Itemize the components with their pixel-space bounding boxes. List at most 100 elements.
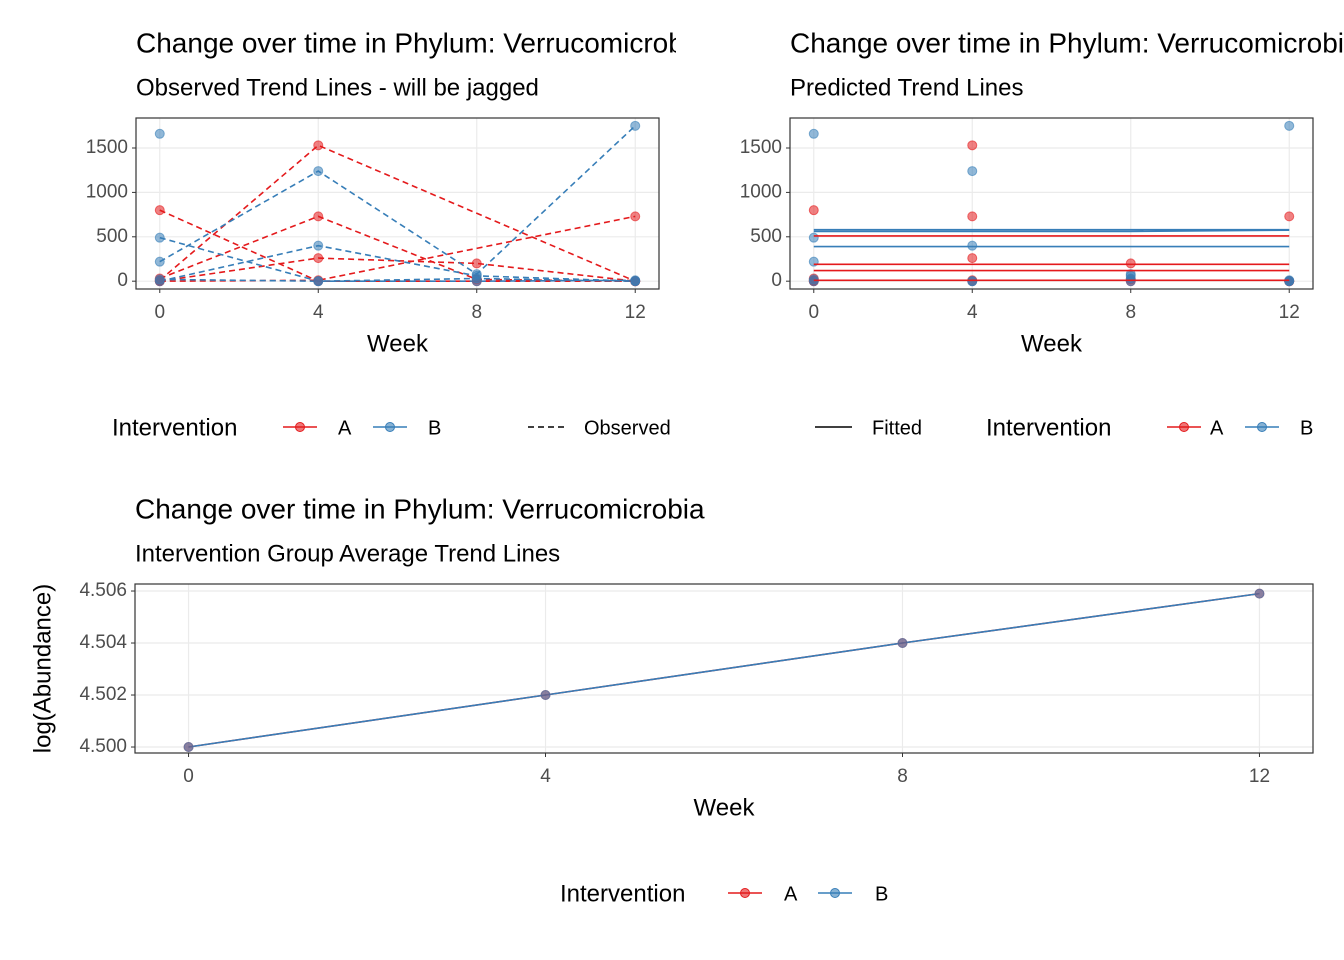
x-tick-label: 4 — [967, 302, 978, 323]
legend-swatch — [830, 888, 840, 898]
point — [967, 166, 978, 177]
legend-swatch — [1257, 422, 1267, 432]
point — [1284, 211, 1295, 222]
plot-background — [790, 118, 1313, 289]
trend-line — [188, 592, 1260, 748]
y-tick-label: 0 — [771, 270, 782, 291]
x-axis-title: Week — [1021, 330, 1083, 357]
point — [183, 742, 194, 753]
point — [630, 211, 641, 222]
y-tick-label: 4.500 — [79, 736, 127, 757]
point — [808, 128, 819, 139]
x-tick-label: 12 — [1249, 766, 1270, 787]
chart-title: Change over time in Phylum: Verrucomicro… — [135, 493, 705, 524]
legend-swatch — [1179, 422, 1189, 432]
chart-subtitle: Intervention Group Average Trend Lines — [135, 540, 560, 567]
x-tick-label: 8 — [1125, 302, 1136, 323]
x-tick-label: 8 — [897, 766, 908, 787]
legend-label: Fitted — [872, 417, 922, 439]
point — [897, 638, 908, 649]
point — [313, 166, 324, 177]
point — [967, 240, 978, 251]
point — [1284, 120, 1295, 131]
y-tick-label: 0 — [117, 270, 128, 291]
chart-panel: 4.500 4.502 4.504 4.506 0 4 8 12 Change over tim… — [29, 493, 1314, 907]
legend-label: Observed — [584, 417, 671, 439]
point — [154, 256, 165, 267]
legend-swatch — [295, 422, 305, 432]
legend-title: Intervention — [560, 880, 685, 907]
legend-label: B — [875, 883, 888, 905]
y-tick-label: 4.506 — [79, 580, 127, 601]
trend-line — [159, 125, 636, 276]
legend-label: A — [784, 883, 798, 905]
point — [471, 258, 482, 269]
point — [313, 253, 324, 264]
x-tick-label: 12 — [625, 302, 646, 323]
legend-swatch — [740, 888, 750, 898]
y-tick-label: 4.502 — [79, 684, 127, 705]
chart-title: Change over time in Phylum: Verrucomicro… — [790, 27, 1344, 58]
point — [154, 274, 165, 285]
y-tick-label: 1500 — [740, 137, 782, 158]
y-tick-label: 4.504 — [79, 632, 127, 653]
point — [313, 140, 324, 151]
legend-swatch — [385, 422, 395, 432]
point — [967, 211, 978, 222]
point — [313, 240, 324, 251]
point — [630, 120, 641, 131]
point — [154, 205, 165, 216]
legend-label: B — [428, 417, 441, 439]
chart-subtitle: Observed Trend Lines - will be jagged — [136, 74, 539, 101]
trend-line — [159, 215, 636, 282]
point — [630, 275, 641, 286]
legend-label: A — [338, 417, 352, 439]
point — [154, 232, 165, 243]
legend-title: Intervention — [112, 414, 237, 441]
x-tick-label: 0 — [154, 302, 165, 323]
x-axis-title: Week — [694, 794, 756, 821]
point — [808, 232, 819, 243]
point — [540, 690, 551, 701]
point — [313, 211, 324, 222]
y-tick-label: 500 — [96, 226, 128, 247]
point — [313, 276, 324, 287]
plot-background — [136, 118, 659, 289]
point — [471, 276, 482, 287]
trend-line — [813, 229, 1290, 233]
legend-label: A — [1210, 417, 1224, 439]
trend-line — [159, 257, 636, 282]
chart-title: Change over time in Phylum: Verrucomicro… — [136, 27, 706, 58]
y-axis-title: log(Abundance) — [29, 584, 56, 753]
x-axis-title: Week — [367, 330, 429, 357]
x-tick-label: 4 — [540, 766, 551, 787]
legend-title: Intervention — [986, 414, 1111, 441]
point — [154, 128, 165, 139]
point — [967, 253, 978, 264]
point — [1254, 588, 1265, 599]
trend-line — [159, 244, 636, 282]
y-tick-label: 1000 — [740, 181, 782, 202]
trend-line — [159, 236, 636, 282]
legend-label: B — [1300, 417, 1313, 439]
chart-subtitle: Predicted Trend Lines — [790, 74, 1023, 101]
x-tick-label: 0 — [183, 766, 194, 787]
chart-panel: 0 500 1000 1500 0 4 8 12 Change over time in Phy… — [740, 27, 1344, 441]
trend-line — [159, 209, 636, 282]
point — [808, 205, 819, 216]
point — [808, 274, 819, 285]
point — [1125, 276, 1136, 287]
y-tick-label: 500 — [750, 226, 782, 247]
x-tick-label: 12 — [1279, 302, 1300, 323]
x-tick-label: 0 — [808, 302, 819, 323]
y-tick-label: 1000 — [86, 181, 128, 202]
x-tick-label: 8 — [471, 302, 482, 323]
chart-panel: 0 500 1000 1500 0 4 8 12 Change over time in Phy… — [86, 27, 706, 441]
y-tick-label: 1500 — [86, 137, 128, 158]
point — [1125, 258, 1136, 269]
point — [967, 140, 978, 151]
plot-border — [135, 117, 660, 290]
x-tick-label: 4 — [313, 302, 324, 323]
plot-border — [134, 583, 1314, 754]
